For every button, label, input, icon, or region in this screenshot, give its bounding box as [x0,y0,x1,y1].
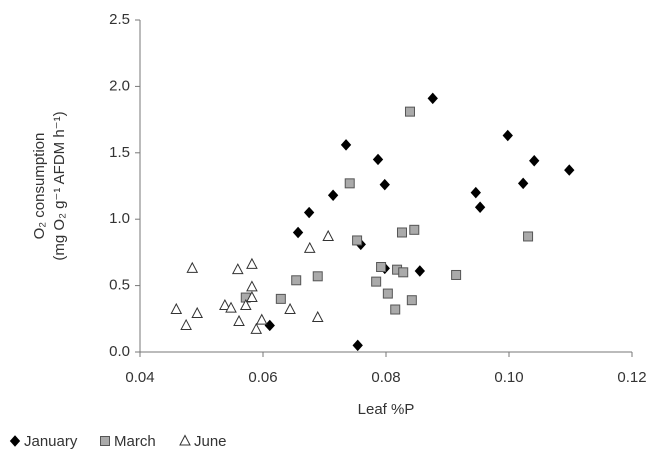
point [246,290,258,303]
point [451,269,462,280]
point [327,189,339,202]
point [390,304,401,315]
legend-marker [100,436,110,446]
y-tick-label: 1.5 [109,144,130,161]
point [474,201,486,213]
y-tick-label: 0.5 [109,277,130,294]
legend-label: January [24,433,78,450]
point [246,280,258,292]
point [311,310,324,322]
point [382,288,393,299]
point [340,139,352,151]
point [372,153,384,166]
point [231,263,244,275]
y-axis-title: (mg O₂ g⁻¹ AFDM h⁻¹) [51,111,68,260]
point [376,262,387,273]
point [180,318,192,330]
point [191,306,204,318]
point [371,276,382,287]
x-axis-title: Leaf %P [358,401,415,418]
point [170,302,183,315]
point [379,178,390,191]
point [292,226,304,239]
y-axis-title: O₂ consumption [31,133,48,240]
point [250,322,263,334]
point [303,206,315,219]
y-tick-label: 2.5 [109,11,130,28]
point [564,164,575,176]
point [352,235,363,246]
point [264,319,275,332]
y-tick-label: 1.0 [109,210,130,227]
point [523,231,534,242]
y-tick-label: 0.0 [109,343,130,360]
point [255,313,268,325]
x-tick-label: 0.10 [494,369,523,386]
point [219,298,231,311]
point [303,241,316,253]
point [352,339,363,352]
point [322,229,335,241]
point [233,314,245,326]
point [284,302,296,315]
point [398,267,409,278]
point [502,129,513,142]
x-tick-label: 0.06 [248,369,277,386]
legend-marker [179,434,191,446]
point [225,301,237,313]
point [404,106,415,117]
point [291,275,302,286]
point [312,271,323,282]
point [186,261,199,273]
point [517,177,529,190]
x-tick-label: 0.12 [617,369,646,386]
point [406,295,417,306]
legend-label: March [114,433,156,450]
legend-marker [9,435,21,447]
point [275,293,286,304]
point [344,178,355,189]
legend-label: June [194,433,227,450]
point [396,227,407,238]
point [427,92,438,105]
point [414,265,425,277]
x-tick-label: 0.08 [371,369,400,386]
point [239,298,252,311]
point [409,224,420,235]
point [246,257,258,269]
point [529,155,540,167]
x-tick-label: 0.04 [125,369,154,386]
point [470,186,481,199]
y-tick-label: 2.0 [109,77,130,94]
